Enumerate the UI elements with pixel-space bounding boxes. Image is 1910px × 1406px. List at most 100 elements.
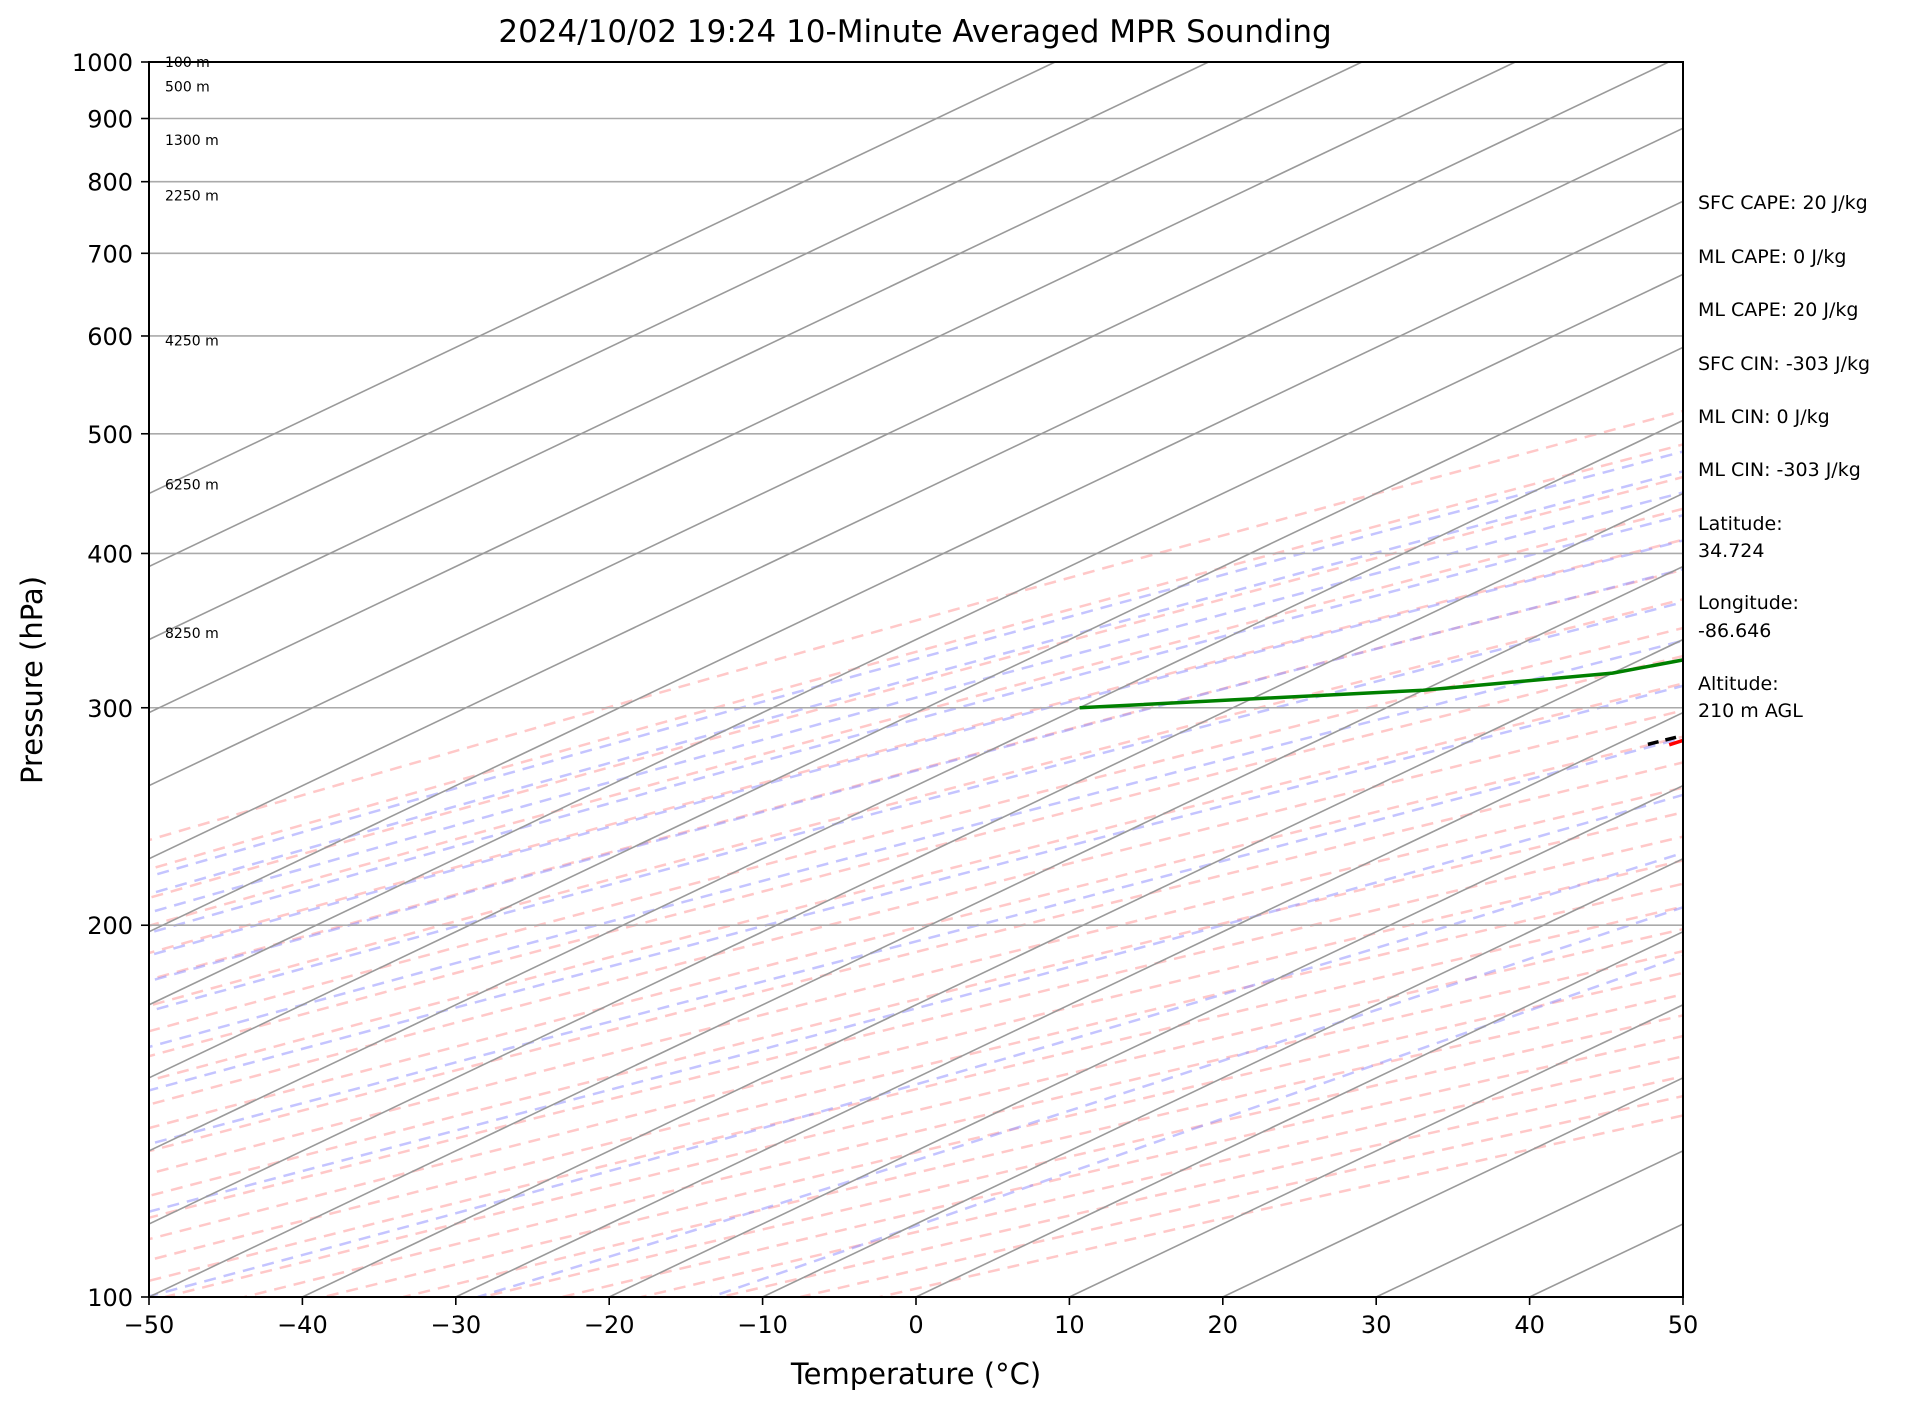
isotherm-line	[455, 711, 1683, 1297]
isotherm-line	[149, 419, 1683, 1152]
height-label: 500 m	[165, 80, 210, 96]
dry-adiabat	[149, 859, 1683, 1241]
isotherm-line	[149, 346, 1683, 1079]
moist-adiabat	[149, 539, 1683, 957]
dry-adiabat	[149, 761, 1683, 1153]
isotherm-line	[149, 273, 1683, 1006]
dry-adiabat	[149, 682, 1683, 1082]
height-label: 1300 m	[165, 133, 219, 149]
isotherm-line	[608, 784, 1683, 1297]
y-axis-label: Pressure (hPa)	[15, 576, 49, 784]
dry-adiabat	[482, 1014, 1683, 1297]
info-line: 210 m AGL	[1698, 700, 1803, 722]
y-tick-label: 900	[87, 106, 133, 134]
y-tick-label: 500	[87, 421, 133, 449]
dry-adiabat	[149, 735, 1683, 1130]
dry-adiabat	[149, 507, 1683, 928]
x-tick-label: −30	[430, 1311, 481, 1339]
dry-adiabat	[149, 709, 1683, 1106]
moist-adiabat	[149, 470, 1683, 896]
info-panel: SFC CAPE: 20 J/kg ML CAPE: 0 J/kg ML CAPE:…	[1698, 192, 1870, 722]
moist-adiabat	[149, 513, 1683, 935]
x-tick-label: 10	[1054, 1311, 1085, 1339]
info-line: ML CAPE: 20 J/kg	[1698, 299, 1858, 321]
isotherm-line	[302, 638, 1683, 1297]
dry-adiabat	[149, 475, 1683, 900]
moist-adiabat	[149, 851, 1683, 1297]
dry-adiabat	[244, 949, 1683, 1297]
isotherm-line	[149, 62, 1056, 495]
isotherm-line	[149, 62, 1670, 787]
plot-frame	[148, 61, 1684, 1298]
y-tick-label: 1000	[72, 49, 133, 77]
y-tick-label: 600	[87, 323, 133, 351]
dry-adiabat	[149, 568, 1683, 981]
info-line: Altitude:	[1698, 673, 1779, 695]
info-line: ML CIN: 0 J/kg	[1698, 406, 1830, 428]
isotherm-line	[149, 492, 1683, 1225]
isotherm-line	[149, 62, 1516, 714]
info-line: SFC CAPE: 20 J/kg	[1698, 192, 1868, 214]
info-line: SFC CIN: -303 J/kg	[1698, 353, 1870, 375]
x-tick-label: −40	[277, 1311, 328, 1339]
moist-adiabat	[149, 491, 1683, 914]
isotherm-line	[149, 565, 1683, 1297]
dry-adiabat	[149, 811, 1683, 1198]
x-axis-label: Temperature (°C)	[790, 1357, 1041, 1391]
y-tick-label: 300	[87, 695, 133, 723]
skewed-isotherms	[149, 62, 1683, 1297]
isotherm-line	[149, 127, 1683, 860]
x-tick-label: −20	[584, 1311, 635, 1339]
x-tick-label: −50	[124, 1311, 175, 1339]
moist-adiabat	[149, 567, 1683, 983]
info-line: ML CAPE: 0 J/kg	[1698, 246, 1846, 268]
y-tick-label: 200	[87, 912, 133, 940]
dry-adiabat	[149, 882, 1683, 1262]
dry-adiabat	[149, 786, 1683, 1176]
info-line: Longitude:	[1698, 592, 1799, 614]
isotherm-line	[149, 62, 1363, 641]
x-tick-label: 30	[1361, 1311, 1392, 1339]
x-tick-label: 50	[1668, 1311, 1699, 1339]
background-lines	[149, 409, 1683, 1297]
moist-adiabat	[149, 793, 1683, 1213]
y-axis-ticks: 100 200 300 400 500 600 700 800 900 1000	[72, 49, 149, 1312]
dry-adiabat	[149, 538, 1683, 955]
moist-adiabat	[149, 639, 1683, 1049]
isotherm-line	[1222, 1076, 1683, 1297]
x-tick-label: 40	[1514, 1311, 1545, 1339]
info-line: -86.646	[1698, 620, 1771, 642]
dry-adiabat	[149, 835, 1683, 1220]
x-tick-label: −10	[737, 1311, 788, 1339]
isotherm-line	[1069, 1003, 1683, 1297]
x-axis-ticks: −50 −40 −30 −20 −10 0 10 20 30 40 50	[124, 1297, 1699, 1339]
dry-adiabat	[149, 443, 1683, 871]
isotherm-line	[149, 62, 1209, 568]
dry-adiabat	[149, 626, 1683, 1033]
y-tick-label: 400	[87, 541, 133, 569]
height-label: 4250 m	[165, 334, 219, 350]
isotherm-line	[149, 200, 1683, 933]
dry-adiabat	[149, 598, 1683, 1008]
isotherm-line	[762, 857, 1683, 1297]
info-line: 34.724	[1698, 540, 1764, 562]
dry-adiabat	[149, 409, 1683, 842]
x-tick-label: 20	[1208, 1311, 1239, 1339]
isotherm-line	[915, 930, 1683, 1297]
chart-title: 2024/10/02 19:24 10-Minute Averaged MPR …	[498, 14, 1331, 50]
dry-adiabat	[149, 654, 1683, 1058]
moist-adiabat	[149, 736, 1683, 1146]
height-label: 8250 m	[165, 626, 219, 642]
info-line: Latitude:	[1698, 513, 1783, 535]
moist-adiabat	[149, 684, 1683, 1092]
y-tick-label: 700	[87, 240, 133, 268]
height-label: 2250 m	[165, 188, 219, 204]
y-tick-label: 800	[87, 169, 133, 197]
y-tick-label: 100	[87, 1284, 133, 1312]
isobar-gridlines	[149, 62, 1683, 1297]
height-label: 6250 m	[165, 477, 219, 493]
moist-adiabat	[149, 600, 1683, 1013]
info-line: ML CIN: -303 J/kg	[1698, 459, 1861, 481]
